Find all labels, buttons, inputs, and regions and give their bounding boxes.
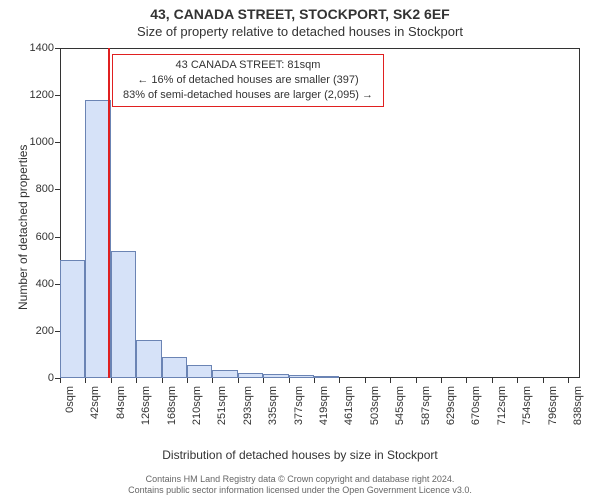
x-tick-mark bbox=[238, 378, 239, 383]
y-tick-mark bbox=[55, 95, 60, 96]
x-tick-label: 545sqm bbox=[394, 386, 406, 425]
x-tick-label: 210sqm bbox=[191, 386, 203, 425]
histogram-bar bbox=[85, 100, 110, 378]
y-tick-mark bbox=[55, 142, 60, 143]
x-tick-mark bbox=[416, 378, 417, 383]
x-tick-label: 335sqm bbox=[267, 386, 279, 425]
info-line-3: 83% of semi-detached houses are larger (… bbox=[121, 88, 375, 103]
x-tick-mark bbox=[85, 378, 86, 383]
chart-subtitle: Size of property relative to detached ho… bbox=[0, 24, 600, 39]
info-line-2: ← 16% of detached houses are smaller (39… bbox=[121, 73, 375, 88]
x-tick-mark bbox=[60, 378, 61, 383]
x-tick-mark bbox=[263, 378, 264, 383]
histogram-bar bbox=[187, 365, 212, 378]
footer-line-2: Contains public sector information licen… bbox=[0, 485, 600, 496]
x-tick-label: 42sqm bbox=[89, 386, 101, 419]
x-axis-label: Distribution of detached houses by size … bbox=[0, 448, 600, 462]
y-tick-mark bbox=[55, 237, 60, 238]
histogram-bar bbox=[162, 357, 187, 378]
x-tick-label: 503sqm bbox=[369, 386, 381, 425]
footer-line-1: Contains HM Land Registry data © Crown c… bbox=[0, 474, 600, 485]
x-tick-mark bbox=[162, 378, 163, 383]
y-tick-label: 1000 bbox=[14, 136, 54, 148]
y-tick-mark bbox=[55, 189, 60, 190]
y-tick-mark bbox=[55, 331, 60, 332]
x-tick-label: 712sqm bbox=[496, 386, 508, 425]
chart-footer: Contains HM Land Registry data © Crown c… bbox=[0, 474, 600, 497]
x-tick-label: 126sqm bbox=[140, 386, 152, 425]
x-tick-label: 796sqm bbox=[547, 386, 559, 425]
x-tick-mark bbox=[466, 378, 467, 383]
chart-title: 43, CANADA STREET, STOCKPORT, SK2 6EF bbox=[0, 6, 600, 22]
x-tick-label: 84sqm bbox=[115, 386, 127, 419]
property-marker-line bbox=[108, 48, 110, 378]
x-tick-mark bbox=[289, 378, 290, 383]
y-tick-mark bbox=[55, 284, 60, 285]
y-tick-label: 200 bbox=[14, 325, 54, 337]
x-tick-label: 754sqm bbox=[521, 386, 533, 425]
x-tick-mark bbox=[136, 378, 137, 383]
x-tick-mark bbox=[517, 378, 518, 383]
x-tick-mark bbox=[111, 378, 112, 383]
y-tick-label: 0 bbox=[14, 372, 54, 384]
histogram-bar bbox=[136, 340, 161, 378]
y-tick-label: 600 bbox=[14, 231, 54, 243]
y-tick-label: 400 bbox=[14, 278, 54, 290]
x-tick-mark bbox=[365, 378, 366, 383]
x-tick-label: 838sqm bbox=[572, 386, 584, 425]
x-tick-label: 670sqm bbox=[470, 386, 482, 425]
histogram-bar bbox=[314, 376, 339, 378]
x-tick-label: 377sqm bbox=[293, 386, 305, 425]
property-size-chart: 43, CANADA STREET, STOCKPORT, SK2 6EF Si… bbox=[0, 0, 600, 500]
y-tick-label: 1400 bbox=[14, 42, 54, 54]
x-tick-mark bbox=[568, 378, 569, 383]
x-tick-mark bbox=[314, 378, 315, 383]
histogram-bar bbox=[60, 260, 85, 378]
y-tick-mark bbox=[55, 48, 60, 49]
x-tick-label: 0sqm bbox=[64, 386, 76, 413]
x-tick-mark bbox=[187, 378, 188, 383]
histogram-bar bbox=[212, 370, 237, 378]
histogram-bar bbox=[289, 375, 314, 378]
x-tick-mark bbox=[543, 378, 544, 383]
x-tick-mark bbox=[339, 378, 340, 383]
y-tick-label: 1200 bbox=[14, 89, 54, 101]
x-tick-label: 461sqm bbox=[343, 386, 355, 425]
x-tick-label: 419sqm bbox=[318, 386, 330, 425]
x-tick-label: 629sqm bbox=[445, 386, 457, 425]
histogram-bar bbox=[111, 251, 136, 378]
x-tick-label: 587sqm bbox=[420, 386, 432, 425]
histogram-bar bbox=[238, 373, 263, 378]
y-tick-label: 800 bbox=[14, 183, 54, 195]
x-tick-mark bbox=[441, 378, 442, 383]
x-tick-mark bbox=[212, 378, 213, 383]
x-tick-label: 168sqm bbox=[166, 386, 178, 425]
x-tick-mark bbox=[390, 378, 391, 383]
histogram-bar bbox=[263, 374, 288, 378]
info-line-1: 43 CANADA STREET: 81sqm bbox=[121, 58, 375, 73]
x-tick-label: 251sqm bbox=[216, 386, 228, 425]
x-tick-mark bbox=[492, 378, 493, 383]
x-tick-label: 293sqm bbox=[242, 386, 254, 425]
info-annotation: 43 CANADA STREET: 81sqm ← 16% of detache… bbox=[112, 54, 384, 107]
